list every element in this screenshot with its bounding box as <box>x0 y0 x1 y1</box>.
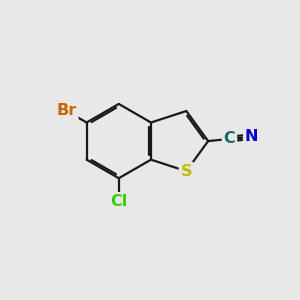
Text: N: N <box>245 129 258 144</box>
Text: Cl: Cl <box>110 194 128 209</box>
Text: S: S <box>181 164 192 178</box>
Text: Br: Br <box>56 103 77 118</box>
Text: C: C <box>224 131 235 146</box>
